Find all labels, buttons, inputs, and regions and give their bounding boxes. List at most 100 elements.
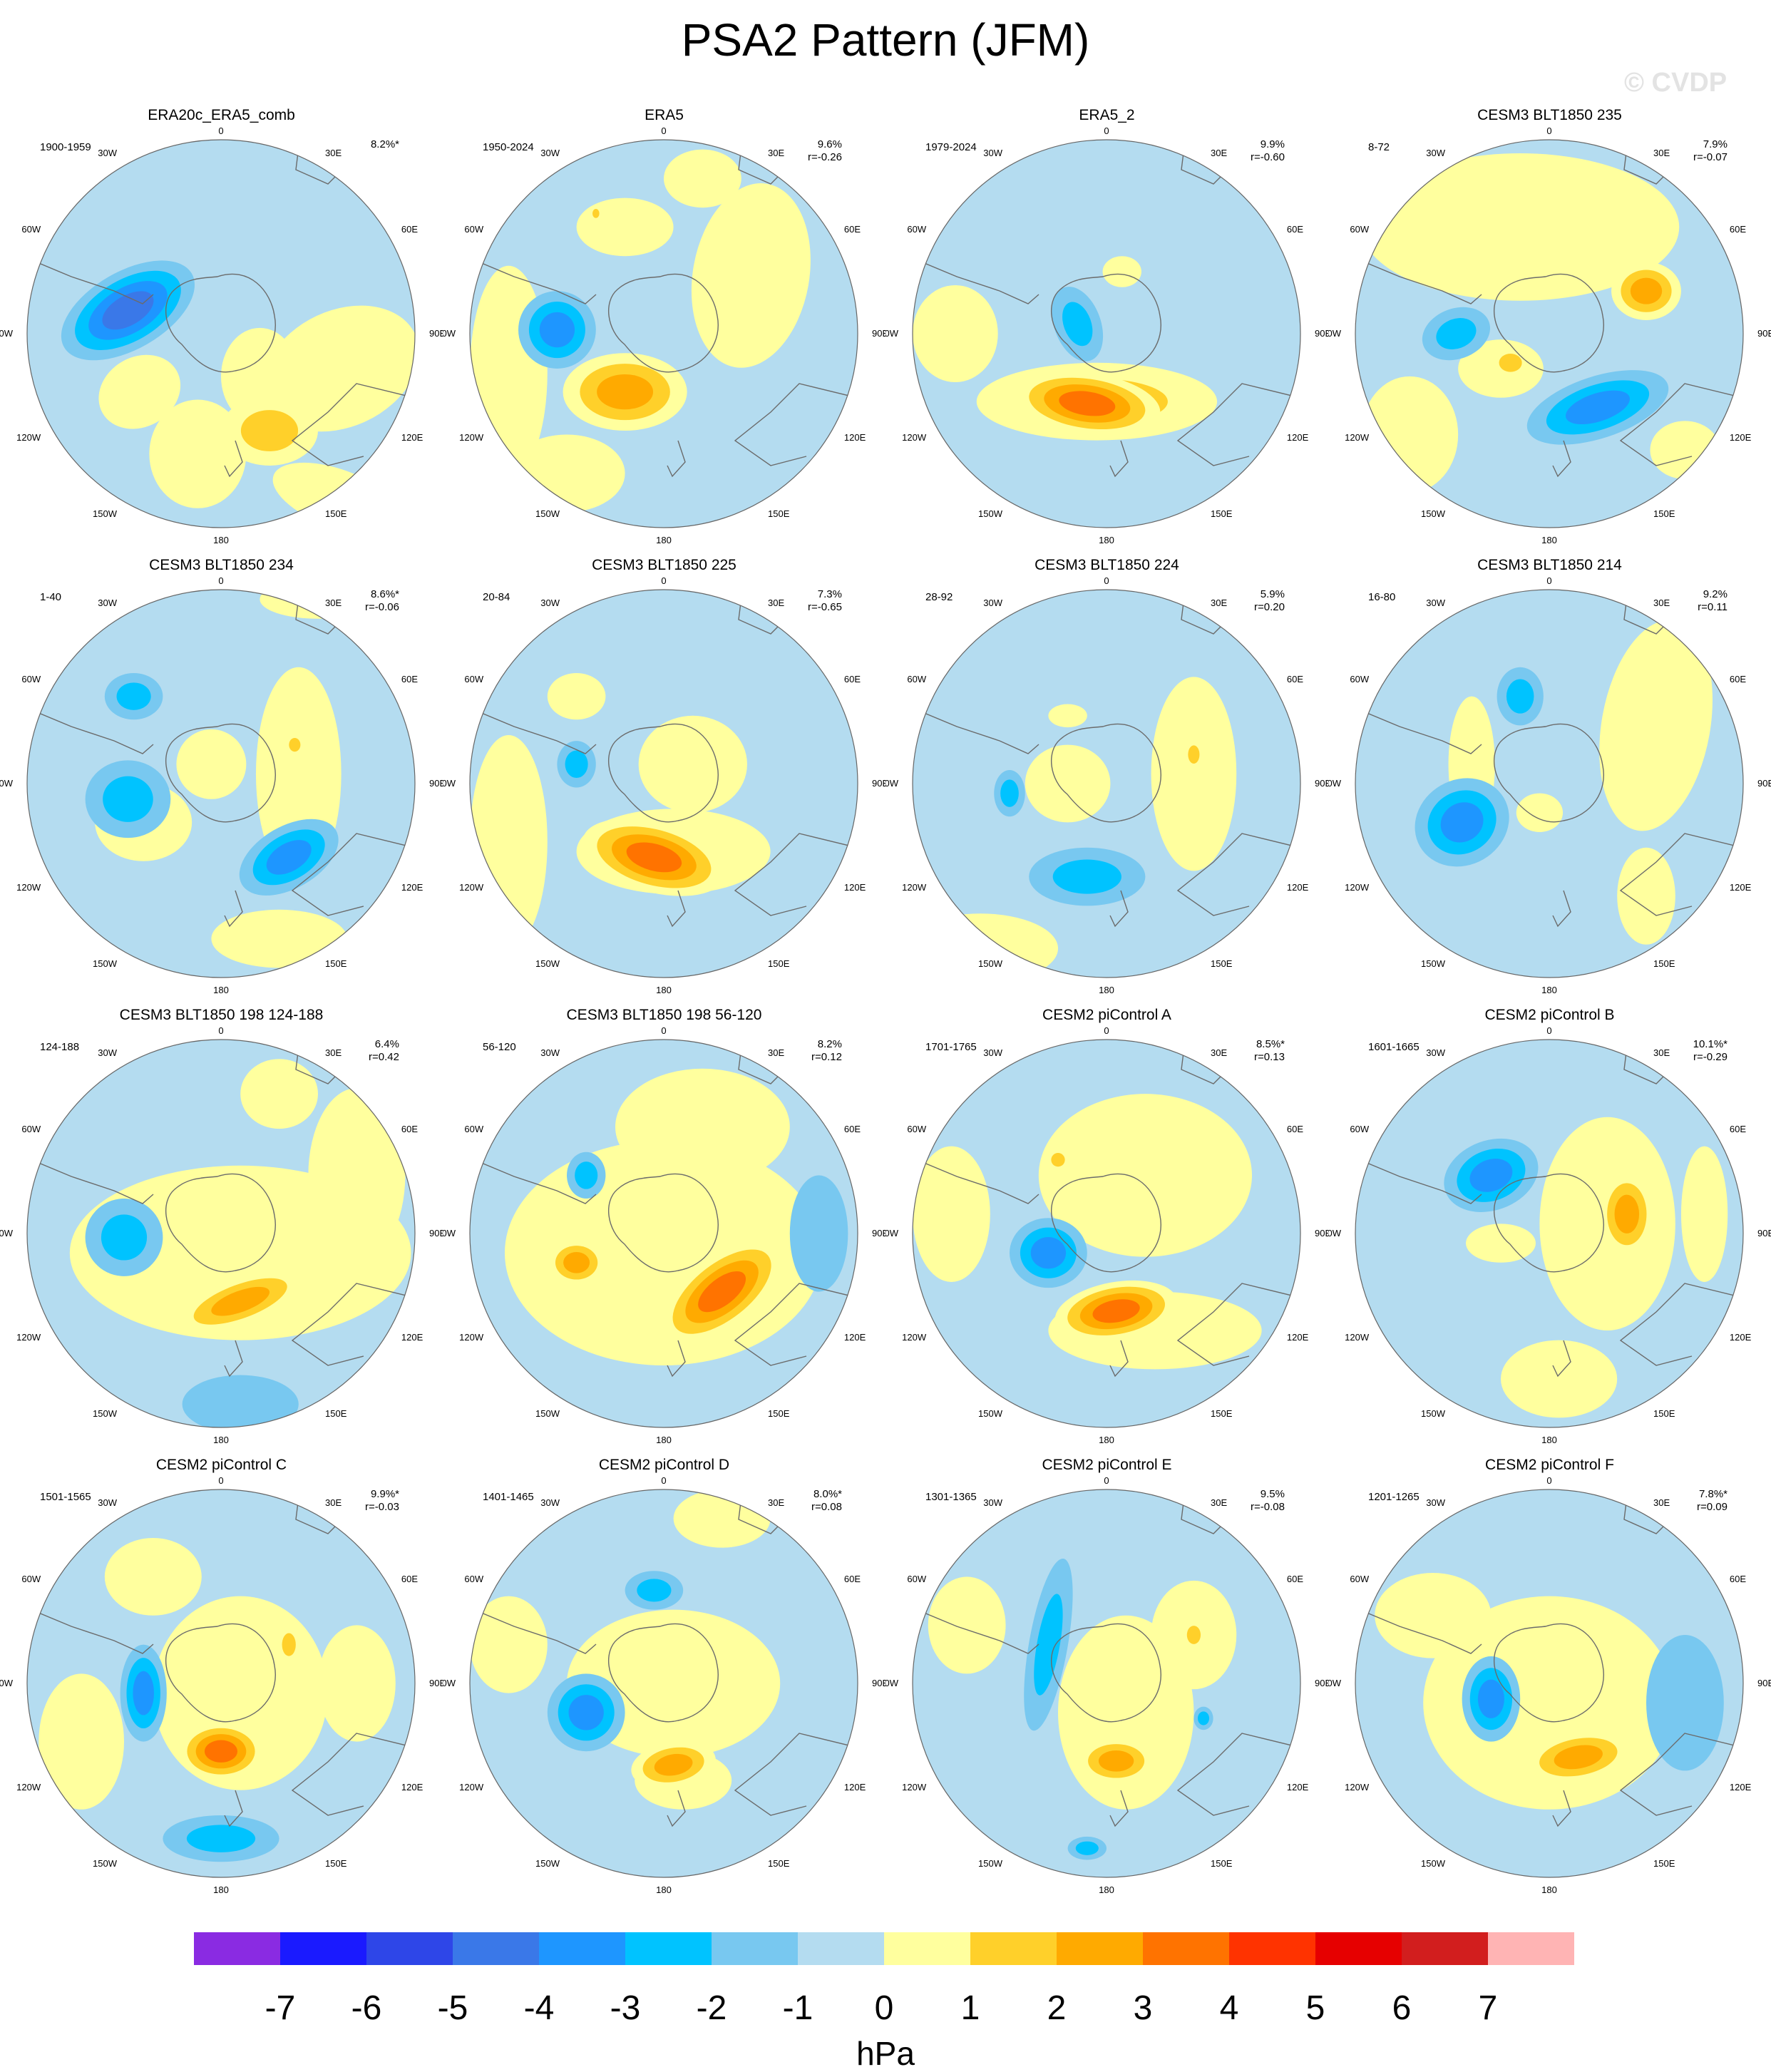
coastline — [28, 140, 415, 478]
longitude-label: 120W — [1345, 1332, 1370, 1343]
contour-shell — [698, 1271, 746, 1313]
colorbar-swatch — [970, 1932, 1057, 1965]
panel-pattern-correlation: r=0.09 — [1697, 1501, 1728, 1513]
contour-shell — [289, 737, 301, 752]
contour-shell — [1000, 779, 1019, 807]
contour-shell — [1052, 859, 1121, 894]
longitude-label: 120E — [1730, 432, 1752, 443]
map-panel: CESM3 BLT1850 235 8-72 7.9% r=-0.07 0 30E 60E 9… — [1328, 106, 1771, 562]
panel-period: 1301-1365 — [925, 1491, 977, 1503]
longitude-label: 30W — [1426, 1047, 1445, 1058]
contour-shell — [103, 776, 153, 822]
longitude-label: 150W — [535, 1858, 560, 1869]
positive-anomaly-region — [1054, 1280, 1178, 1342]
contour-shell — [104, 1538, 202, 1616]
longitude-label: 90E — [1757, 778, 1771, 789]
contour-shell — [1646, 1635, 1724, 1771]
contour-shell — [539, 312, 575, 348]
positive-anomaly-region — [1046, 1148, 1070, 1171]
colorbar-tick-label: 4 — [1220, 1989, 1239, 2027]
longitude-label: 90E — [872, 328, 885, 339]
longitude-label: 90E — [872, 1678, 885, 1688]
colorbar-tick-label: 6 — [1392, 1989, 1412, 2027]
longitude-label: 150E — [1211, 958, 1233, 969]
panel-period: 8-72 — [1368, 141, 1390, 153]
longitude-label: 120W — [902, 432, 927, 443]
longitude-label: 180 — [1541, 985, 1557, 995]
contour-shell — [470, 1596, 548, 1693]
longitude-label: 90W — [443, 778, 456, 789]
negative-anomaly-region — [85, 760, 171, 838]
longitude-label: 0 — [1104, 1475, 1109, 1486]
longitude-label: 30E — [1653, 148, 1670, 158]
longitude-label: 90E — [1757, 1678, 1771, 1688]
positive-anomaly-region — [1025, 744, 1111, 823]
colorbar-swatch — [1143, 1932, 1229, 1965]
longitude-label: 0 — [661, 1025, 666, 1036]
positive-anomaly-region — [913, 1146, 990, 1282]
panel-variance-pct: 8.6%* — [370, 588, 399, 600]
longitude-label: 150E — [1211, 1408, 1233, 1419]
polar-map: 0 30E 60E 90E 120E 150E 180 150W 120W 90W 60W 30W — [0, 1025, 443, 1445]
panel-title: ERA5_2 — [1079, 107, 1135, 123]
polar-map: 0 30E 60E 90E 120E 150E 180 150W 120W 90W 60W 30W — [885, 1475, 1328, 1895]
map-panel: CESM2 piControl F 1201-1265 7.8%* r=0.09 0 30… — [1328, 1455, 1771, 1912]
polar-map: 0 30E 60E 90E 120E 150E 180 150W 120W 90W 60W 30W — [443, 1025, 885, 1445]
longitude-label: 30E — [768, 1497, 784, 1508]
coastline — [471, 140, 858, 478]
positive-anomaly-region — [1466, 1224, 1536, 1263]
positive-anomaly-region — [38, 1673, 124, 1810]
positive-anomaly-region — [277, 1625, 301, 1664]
negative-anomaly-region — [1526, 370, 1669, 445]
negative-anomaly-region — [567, 1152, 606, 1199]
longitude-label: 90W — [0, 1228, 14, 1238]
longitude-label: 150W — [93, 508, 118, 519]
panel-variance-pct: 7.3% — [817, 588, 842, 600]
longitude-label: 150W — [93, 1408, 118, 1419]
longitude-label: 180 — [1099, 1884, 1114, 1895]
longitude-label: 30W — [983, 1047, 1002, 1058]
negative-anomaly-region — [61, 260, 195, 361]
longitude-label: 60E — [401, 224, 418, 235]
positive-anomaly-region — [913, 285, 998, 382]
positive-anomaly-region — [1599, 1171, 1654, 1257]
map-panel: CESM2 piControl E 1301-1365 9.5% r=-0.08 0 30… — [885, 1455, 1328, 1912]
contour-shell — [1361, 376, 1459, 493]
contour-shell — [308, 1088, 406, 1263]
longitude-label: 90E — [1315, 328, 1328, 339]
polar-map: 0 30E 60E 90E 120E 150E 180 150W 120W 90W 60W 30W — [1328, 1025, 1771, 1445]
longitude-label: 180 — [1541, 1884, 1557, 1895]
polar-map: 0 30E 60E 90E 120E 150E 180 150W 120W 90W 60W 30W — [1328, 1475, 1771, 1895]
coastline — [913, 1490, 1300, 1827]
positive-anomaly-region — [1361, 153, 1680, 301]
coastline — [28, 590, 415, 928]
contour-shell — [563, 1252, 590, 1273]
colorbar-swatch — [453, 1932, 539, 1965]
contour-shell — [626, 842, 682, 873]
panel-variance-pct: 6.4% — [374, 1038, 399, 1050]
longitude-label: 90E — [1315, 1228, 1328, 1238]
longitude-label: 30E — [1653, 1497, 1670, 1508]
page-title: PSA2 Pattern (JFM) — [681, 14, 1090, 66]
contour-shell — [240, 1059, 318, 1129]
longitude-label: 30E — [1653, 1047, 1670, 1058]
colorbar-tick-label: -2 — [697, 1989, 727, 2027]
panel-period: 1501-1565 — [40, 1491, 91, 1503]
longitude-label: 90W — [885, 1228, 899, 1238]
contour-shell — [211, 1286, 270, 1316]
contour-shell — [1599, 620, 1713, 831]
contour-shell — [1617, 847, 1675, 945]
contour-shell — [263, 305, 415, 432]
contour-shell — [1188, 745, 1200, 764]
positive-anomaly-region — [547, 1239, 606, 1286]
panel-variance-pct: 9.2% — [1703, 588, 1728, 600]
panel-pattern-correlation: r=-0.07 — [1693, 151, 1728, 163]
longitude-label: 90W — [885, 1678, 899, 1688]
positive-anomaly-region — [221, 396, 318, 466]
colorbar-tick-label: -6 — [351, 1989, 382, 2027]
panel-variance-pct: 9.9%* — [370, 1488, 399, 1500]
polar-map: 0 30E 60E 90E 120E 150E 180 150W 120W 90W 60W 30W — [885, 575, 1328, 995]
contour-shell — [1092, 1299, 1140, 1323]
longitude-label: 150E — [325, 1408, 347, 1419]
longitude-label: 30E — [768, 148, 784, 158]
